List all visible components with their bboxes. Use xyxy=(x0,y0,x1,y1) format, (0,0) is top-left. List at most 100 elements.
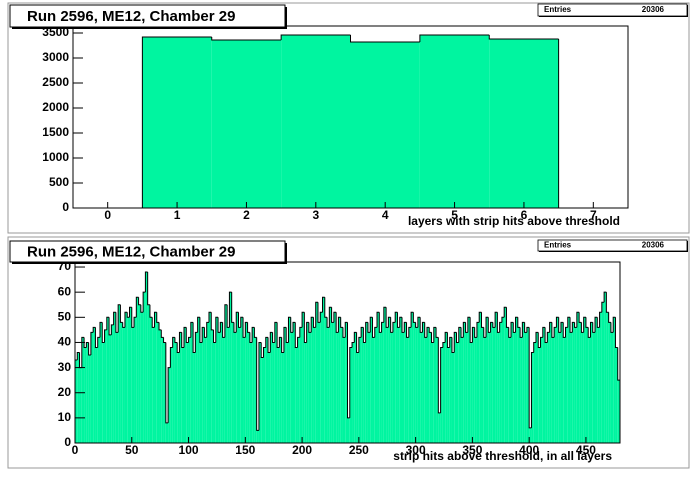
x-tick-label: 200 xyxy=(292,443,312,457)
bin-outline xyxy=(331,307,334,323)
bin xyxy=(290,332,293,443)
bin-outline xyxy=(449,336,452,348)
bin xyxy=(204,337,207,443)
x-tick-label: 50 xyxy=(125,443,139,457)
bin xyxy=(124,312,128,443)
bin xyxy=(504,307,507,443)
bin xyxy=(456,342,459,443)
title-box xyxy=(9,4,286,28)
bin xyxy=(585,327,589,443)
bin xyxy=(529,427,532,443)
bin-outline xyxy=(476,321,480,338)
bin xyxy=(535,332,539,443)
bin-outline xyxy=(135,296,139,318)
bin xyxy=(224,304,228,443)
bin-outline xyxy=(185,327,189,343)
bin xyxy=(208,312,212,443)
bin-outline xyxy=(287,316,291,343)
bin xyxy=(399,317,402,443)
bin xyxy=(597,327,600,443)
bin xyxy=(438,412,441,443)
bin xyxy=(138,304,141,443)
bin-outline xyxy=(258,341,262,431)
y-tick-label: 30 xyxy=(58,360,72,374)
bin xyxy=(174,342,178,443)
bin-outline xyxy=(215,316,219,343)
bin xyxy=(372,337,375,443)
bin xyxy=(497,332,500,443)
bin-outline xyxy=(201,326,205,343)
bin xyxy=(327,327,330,443)
bin-outline xyxy=(251,326,255,343)
bin xyxy=(111,324,114,443)
bin xyxy=(352,342,355,443)
bin-outline xyxy=(265,336,269,348)
bin xyxy=(433,327,437,443)
bin-outline xyxy=(144,271,148,293)
y-tick-label: 1500 xyxy=(42,125,69,139)
bin-outline xyxy=(104,329,107,343)
bin-outline xyxy=(322,296,325,313)
bin xyxy=(574,327,577,443)
bin xyxy=(109,334,112,443)
y-tick-label: 3000 xyxy=(42,50,69,64)
bin-outline xyxy=(558,317,561,333)
bin-outline xyxy=(299,326,303,338)
bin-outline xyxy=(190,321,194,338)
bin xyxy=(147,304,150,443)
bin-outline xyxy=(369,316,373,333)
bin-outline xyxy=(365,321,368,343)
bin-outline xyxy=(412,312,416,323)
bin-outline xyxy=(376,311,380,328)
bin-outline xyxy=(342,327,346,338)
bin-outline xyxy=(269,331,273,353)
bin xyxy=(295,347,298,443)
bin-outline xyxy=(81,336,85,368)
bin xyxy=(206,322,209,443)
bin-outline xyxy=(565,326,568,338)
bin-outline xyxy=(176,342,180,353)
bin-outline xyxy=(317,302,321,323)
bin-outline xyxy=(542,326,546,338)
bin-outline xyxy=(306,321,309,343)
bin xyxy=(467,317,471,443)
bin-outline xyxy=(151,317,155,328)
bin xyxy=(415,327,418,443)
bin xyxy=(142,37,212,208)
bin xyxy=(411,312,414,443)
bin-outline xyxy=(165,342,169,424)
bin-outline xyxy=(163,337,166,343)
bin-outline xyxy=(85,341,89,348)
bin-outline xyxy=(174,337,178,343)
bin xyxy=(429,332,432,443)
bin xyxy=(392,322,396,443)
bin xyxy=(93,327,96,443)
x-tick-label: 450 xyxy=(576,443,596,457)
stats-entries: 20306 xyxy=(642,5,665,14)
bin-outline xyxy=(394,311,398,323)
y-tick-label: 2500 xyxy=(42,75,69,89)
x-tick-label: 150 xyxy=(235,443,255,457)
bin xyxy=(131,327,135,443)
bin xyxy=(476,322,480,443)
bin-outline xyxy=(356,332,359,353)
bin-outline xyxy=(285,327,289,343)
bin-outline xyxy=(485,316,489,338)
bin xyxy=(329,307,332,443)
bin xyxy=(90,332,94,443)
bin xyxy=(520,337,523,443)
bin-outline xyxy=(213,329,216,343)
bin-outline xyxy=(546,331,550,343)
bin-outline xyxy=(492,322,496,328)
bin xyxy=(508,337,511,443)
bin-outline xyxy=(505,307,509,328)
bin-outline xyxy=(540,336,543,348)
bin xyxy=(88,355,91,443)
bin-outline xyxy=(247,322,250,333)
bin xyxy=(122,327,125,443)
bin-outline xyxy=(119,304,123,323)
bin xyxy=(461,337,464,443)
bin xyxy=(422,322,425,443)
bin xyxy=(608,322,611,443)
